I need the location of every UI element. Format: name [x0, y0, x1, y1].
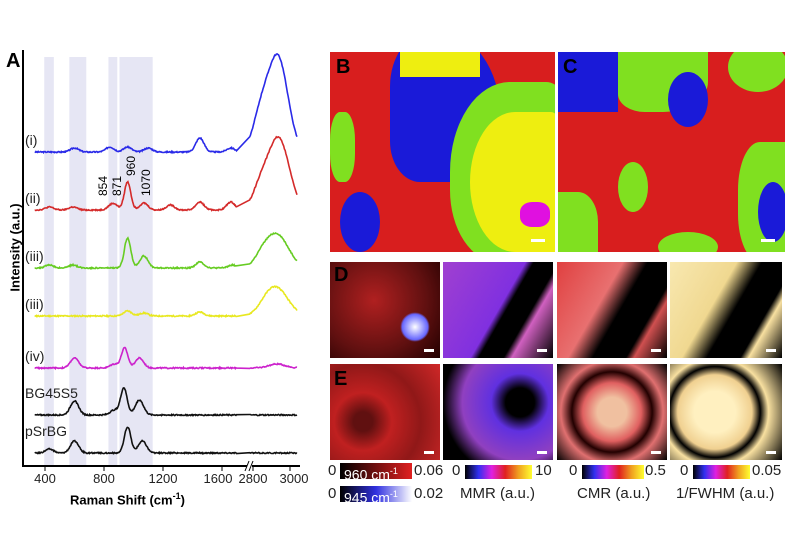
axis-break-mark	[248, 460, 254, 472]
cb-cmr-min: 0	[569, 462, 578, 479]
peak-annotation: 854	[96, 175, 110, 196]
x-axis-label: Raman Shift (cm-1)	[70, 489, 185, 507]
cb-mmr-min: 0	[452, 462, 461, 479]
series-label: pSrBG	[25, 423, 68, 439]
panel-d-fwhm	[670, 262, 782, 358]
spectrum-line	[34, 426, 298, 456]
spectrum-line	[34, 52, 298, 155]
scale-bar	[651, 349, 661, 352]
panel-b-map	[330, 52, 555, 252]
cb-960-min: 0	[328, 462, 337, 479]
cb-fwhm-min: 0	[680, 462, 689, 479]
cb-cmr-title: CMR (a.u.)	[577, 485, 651, 502]
cb-960-label: 960 cm	[344, 466, 390, 479]
cb-960-max: 0.06	[414, 462, 444, 479]
x-tick-label: 1200	[148, 471, 178, 486]
cb-cmr-max: 0.5	[645, 462, 666, 479]
spectrum-line	[34, 285, 298, 319]
cb-945-label: 945 cm	[344, 489, 390, 502]
cb-945-max: 0.02	[414, 485, 444, 502]
series-label: (iii)	[25, 296, 44, 312]
panel-c-map	[558, 52, 785, 252]
series-label: BG45S5	[25, 385, 78, 401]
x-axis-label-sup: -1	[172, 491, 181, 501]
scale-bar	[537, 451, 547, 454]
cb-fwhm-title: 1/FWHM (a.u.)	[676, 485, 775, 502]
panel-d-label: D	[334, 264, 349, 286]
panel-e-fwhm	[670, 364, 782, 460]
axis-break	[247, 460, 252, 472]
panel-e-mmr	[443, 364, 553, 460]
series-label: (iv)	[25, 348, 45, 364]
panel-d-cmr	[557, 262, 667, 358]
spectrum-line	[34, 135, 298, 212]
x-tick-label: 800	[93, 471, 115, 486]
highlight-band	[119, 57, 153, 465]
scale-bar	[531, 239, 545, 242]
spectrum-line	[34, 387, 298, 418]
series-label: (i)	[25, 132, 38, 148]
y-axis-label: Intensity (a.u.)	[7, 203, 23, 292]
cb-945-sup: -1	[389, 489, 398, 499]
highlight-band	[69, 57, 87, 465]
cb-mmr-max: 10	[535, 462, 552, 479]
highlight-band	[44, 57, 54, 465]
x-axis-label-end: )	[180, 492, 185, 508]
series-label: (ii)	[25, 190, 41, 206]
panel-e-label: E	[334, 368, 348, 390]
cb-fwhm-max: 0.05	[752, 462, 782, 479]
raman-spectra-plot	[22, 50, 300, 472]
x-tick-label: 1600	[203, 471, 233, 486]
series-label: (iii)	[25, 248, 44, 264]
scale-bar	[537, 349, 547, 352]
scale-bar	[766, 349, 776, 352]
colorbar-fwhm	[693, 465, 750, 479]
colorbar-mmr	[465, 465, 532, 479]
cb-945-min: 0	[328, 485, 337, 502]
cb-mmr-title: MMR (a.u.)	[460, 485, 535, 502]
x-tick-label: 400	[34, 471, 56, 486]
cb-960-sup: -1	[389, 466, 398, 476]
peak-annotation: 1070	[139, 169, 153, 196]
panel-b-label: B	[336, 56, 351, 78]
panel-a-label: A	[6, 50, 21, 72]
spectrum-line	[34, 346, 298, 371]
panel-e-960-intensity	[330, 364, 440, 460]
scale-bar	[424, 451, 434, 454]
scale-bar	[651, 451, 661, 454]
scale-bar	[424, 349, 434, 352]
panel-d-960-intensity	[330, 262, 440, 358]
colorbar-cmr	[582, 465, 644, 479]
peak-annotation: 960	[124, 155, 138, 176]
panel-c-label: C	[563, 56, 578, 78]
scale-bar	[766, 451, 776, 454]
colorbar-960: 960 cm-1	[340, 463, 412, 479]
x-tick-label: 2800	[238, 471, 268, 486]
x-axis-label-text: Raman Shift (cm	[70, 492, 173, 508]
peak-annotation: 871	[110, 175, 124, 196]
panel-d-mmr	[443, 262, 553, 358]
axis-break-mark	[244, 460, 250, 472]
colorbar-945: 945 cm-1	[340, 486, 412, 502]
x-tick-label: 3000	[279, 471, 309, 486]
spectrum-line	[34, 232, 298, 271]
highlight-band	[108, 57, 118, 465]
scale-bar	[761, 239, 775, 242]
panel-e-cmr	[557, 364, 667, 460]
